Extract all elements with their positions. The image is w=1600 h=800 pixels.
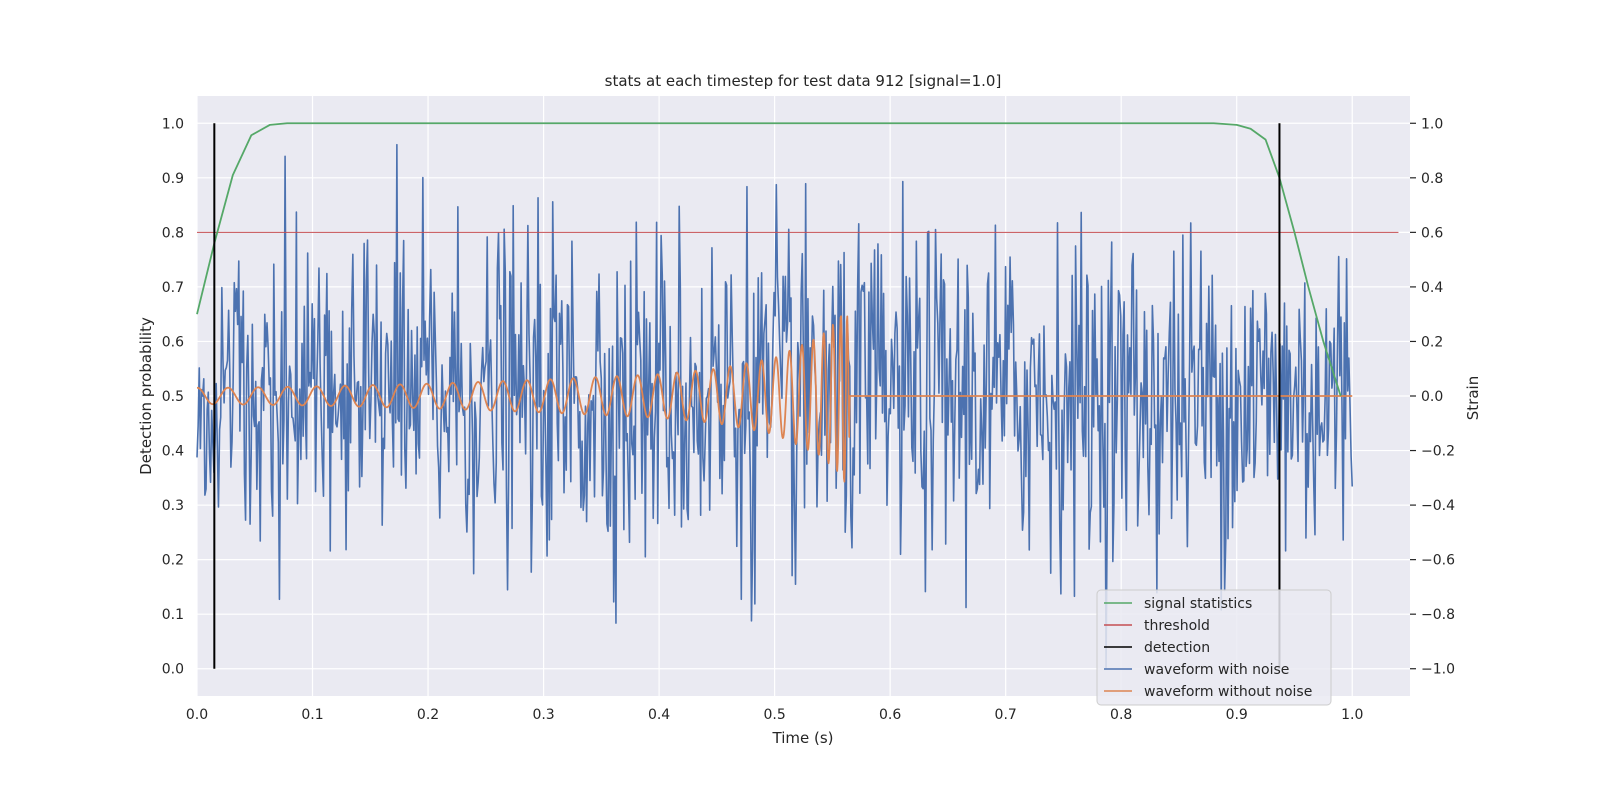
y2-tick-label: −0.4 [1421, 498, 1455, 514]
x-tick-label: 0.3 [532, 707, 554, 723]
legend-label: waveform without noise [1144, 684, 1312, 700]
y2-tick-label: −0.8 [1421, 607, 1455, 623]
y2-tick-label: 1.0 [1421, 116, 1443, 132]
x-tick-label: 0.8 [1110, 707, 1132, 723]
legend-item-detection: detection [1104, 640, 1210, 656]
y2-tick-label: 0.8 [1421, 171, 1443, 187]
x-tick-label: 0.6 [879, 707, 901, 723]
y2-axis-ticks: −1.0 −0.8 −0.6 −0.4 −0.2 0.0 0.2 0.4 0.6 0.8 1.0 [1410, 116, 1455, 678]
y-axis-ticks: 0.0 0.1 0.2 0.3 0.4 0.5 0.6 0.7 0.8 0.9 1.0 [162, 116, 184, 677]
x-tick-label: 0.7 [995, 707, 1017, 723]
x-axis-ticks: 0.0 0.1 0.2 0.3 0.4 0.5 0.6 0.7 0.8 0.9 1.0 [186, 707, 1364, 723]
legend-box [1096, 589, 1332, 706]
y-tick-label: 0.8 [162, 225, 184, 241]
y-tick-label: 0.4 [162, 444, 184, 460]
y-tick-label: 0.3 [162, 498, 184, 514]
x-tick-label: 0.5 [763, 707, 785, 723]
x-tick-label: 0.4 [648, 707, 670, 723]
y-tick-label: 1.0 [162, 116, 184, 132]
legend-label: waveform with noise [1144, 662, 1289, 678]
series-layer [196, 122, 1399, 669]
x-tick-label: 0.2 [417, 707, 439, 723]
y-tick-label: 0.2 [162, 553, 184, 569]
legend-label: threshold [1144, 618, 1210, 634]
legend: signal statistics threshold detection wa… [1096, 589, 1332, 706]
y2-tick-label: 0.4 [1421, 280, 1443, 296]
legend-item-waveform-with-noise: waveform with noise [1104, 662, 1289, 678]
y2-tick-label: 0.2 [1421, 334, 1443, 350]
y-tick-label: 0.6 [162, 334, 184, 350]
x-tick-label: 1.0 [1341, 707, 1363, 723]
y-axis-label: Detection probability [137, 317, 155, 475]
legend-item-waveform-without-noise: waveform without noise [1104, 684, 1312, 700]
y-tick-label: 0.7 [162, 280, 184, 296]
series-signal-statistics [196, 122, 1342, 397]
y2-tick-label: −0.2 [1421, 444, 1455, 460]
x-axis-label: Time (s) [772, 729, 834, 747]
x-tick-label: 0.0 [186, 707, 208, 723]
y2-tick-label: 0.6 [1421, 225, 1443, 241]
y-tick-label: 0.1 [162, 607, 184, 623]
y2-axis-label: Strain [1464, 376, 1482, 420]
series-waveform-without-noise [196, 315, 1353, 483]
y2-tick-label: −1.0 [1421, 662, 1455, 678]
legend-item-threshold: threshold [1104, 618, 1210, 634]
x-tick-label: 0.9 [1226, 707, 1248, 723]
y2-tick-label: −0.6 [1421, 553, 1455, 569]
x-tick-label: 0.1 [301, 707, 323, 723]
legend-label: signal statistics [1144, 596, 1252, 612]
y2-tick-label: 0.0 [1421, 389, 1443, 405]
legend-label: detection [1144, 640, 1210, 656]
chart-title: stats at each timestep for test data 912… [605, 72, 1002, 90]
y-tick-label: 0.9 [162, 171, 184, 187]
y-tick-label: 0.0 [162, 662, 184, 678]
y-tick-label: 0.5 [162, 389, 184, 405]
legend-item-signal-statistics: signal statistics [1104, 596, 1252, 612]
